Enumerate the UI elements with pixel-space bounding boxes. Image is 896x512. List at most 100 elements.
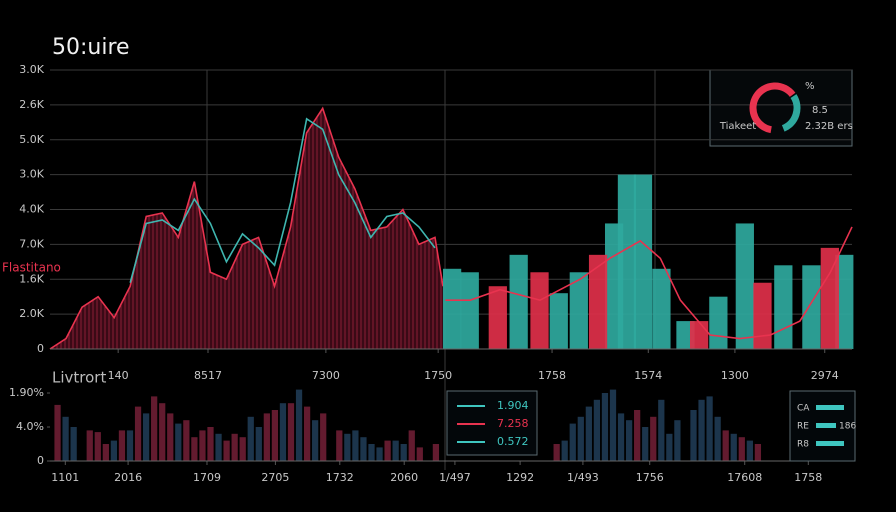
x-tick-label: 2060 <box>390 471 418 484</box>
y-tick-label: 5.0K <box>19 133 44 146</box>
x-tick-label: 1709 <box>193 471 221 484</box>
donut-arc <box>781 94 801 132</box>
x-tick-label: 1101 <box>51 471 79 484</box>
bar <box>400 444 407 461</box>
key-label: R8 <box>797 440 809 450</box>
bar <box>617 174 637 349</box>
key-label: CA <box>797 404 810 414</box>
area-fill <box>50 108 443 349</box>
x-tick-label: 2974 <box>811 369 839 382</box>
bar <box>320 413 327 461</box>
bar <box>735 223 754 349</box>
bar <box>86 430 93 461</box>
panel-title: Livtrort <box>52 369 106 387</box>
y-tick-label: 1.90% <box>9 386 44 399</box>
y-tick-label: 7.0K <box>19 237 44 250</box>
x-tick-label: 2016 <box>114 471 142 484</box>
bar <box>820 247 839 349</box>
bar <box>376 447 383 461</box>
x-tick-label: 1756 <box>636 471 664 484</box>
bar <box>142 413 150 461</box>
key-note: 186 <box>839 422 856 432</box>
bar <box>754 444 762 461</box>
bar <box>698 399 705 461</box>
bar <box>183 420 190 461</box>
bar <box>650 416 657 461</box>
bar <box>730 433 737 461</box>
y-tick-label: 3.0K <box>19 168 44 181</box>
bar <box>530 272 549 349</box>
bar <box>460 272 479 349</box>
bar <box>70 427 77 461</box>
bar <box>746 440 753 461</box>
x-tick-label: 1732 <box>326 471 354 484</box>
bar <box>118 430 126 461</box>
x-tick-label: 1758 <box>794 471 822 484</box>
bar <box>674 420 681 461</box>
bar <box>312 420 319 461</box>
bar <box>774 265 793 349</box>
bar <box>175 423 182 461</box>
bar <box>617 413 625 461</box>
y-tick-label: 0 <box>37 454 44 467</box>
bar <box>207 427 214 461</box>
x-tick-label: 17608 <box>727 471 762 484</box>
bar <box>802 265 821 349</box>
x-tick-label: 1300 <box>721 369 749 382</box>
bar <box>295 389 303 461</box>
x-tick-label: 1750 <box>424 369 452 382</box>
x-tick-label: 1758 <box>538 369 566 382</box>
bar <box>392 440 399 461</box>
bar <box>191 437 198 461</box>
bar <box>634 410 641 461</box>
bar <box>835 254 854 349</box>
bar <box>279 403 287 461</box>
bar <box>287 403 295 461</box>
bar <box>593 399 601 461</box>
y-tick-label: 2.0K <box>19 307 44 320</box>
bar <box>215 433 222 461</box>
bar <box>62 416 69 461</box>
bar <box>601 393 609 461</box>
chart-title: 50:uire <box>52 35 130 60</box>
bar <box>642 427 649 461</box>
x-tick-label: 1292 <box>506 471 534 484</box>
donut-annotation: 2.32B ers <box>805 121 853 132</box>
bar <box>488 286 507 349</box>
bar <box>159 403 166 461</box>
bar <box>384 440 391 461</box>
bar <box>633 174 653 349</box>
bar <box>658 399 665 461</box>
bar <box>549 293 568 349</box>
key-label: RE <box>797 422 809 432</box>
bar <box>588 254 608 349</box>
y-tick-label: 2.6K <box>19 98 44 111</box>
bar <box>709 296 728 349</box>
bar <box>569 272 588 349</box>
bar <box>432 444 440 461</box>
bar <box>666 433 673 461</box>
bar <box>652 268 671 349</box>
bar <box>255 427 262 461</box>
bar <box>344 433 351 461</box>
y-tick-label: 1.6K <box>19 272 44 285</box>
bar <box>151 396 158 461</box>
donut-arc <box>749 82 796 134</box>
y-tick-label: 4.0K <box>19 203 44 216</box>
x-tick-label: 1/493 <box>567 471 599 484</box>
bar <box>625 420 633 461</box>
bar <box>94 432 101 461</box>
bar <box>360 437 367 461</box>
y-tick-label: 3.0K <box>19 63 44 76</box>
key-bar <box>816 441 844 446</box>
legend-label: 1.904 <box>497 399 529 412</box>
bar <box>561 440 568 461</box>
bar <box>706 396 713 461</box>
bar <box>416 447 423 461</box>
x-tick-label: 140 <box>108 369 129 382</box>
y-tick-label: 4.0% <box>16 420 44 433</box>
bar <box>408 430 415 461</box>
donut-annotation: 8.5 <box>812 105 828 116</box>
bar <box>689 321 709 349</box>
